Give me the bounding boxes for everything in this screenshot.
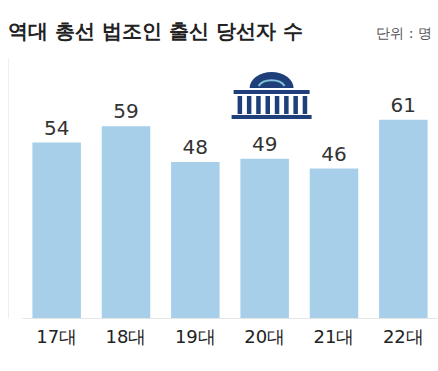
building-icon [232,72,312,119]
icon-column [275,96,280,114]
x-axis-line [23,318,438,319]
x-tick-label: 18대 [106,326,147,347]
x-tick: 18대 [106,318,147,347]
bar [310,169,359,319]
icon-column [238,96,243,114]
bar [171,162,220,318]
data-label: 48 [183,135,208,159]
x-tick: 20대 [244,318,285,347]
data-label: 59 [113,99,138,123]
x-tick: 21대 [314,318,355,347]
title: 역대 총선 법조인 출신 당선자 수 [8,19,303,43]
icon-column [247,96,252,114]
icon-roof [234,90,310,94]
icon-column [293,96,298,114]
x-tick-label: 21대 [314,326,355,347]
icon-dome [250,72,294,88]
x-tick-label: 22대 [383,326,424,347]
icon-base [232,115,312,119]
y-axis [8,59,9,319]
x-tick-label: 19대 [175,326,216,347]
icon-column [256,96,261,114]
bar [32,143,81,319]
data-label: 61 [391,93,416,117]
bar [379,120,428,318]
bar [102,126,151,318]
x-tick-label: 20대 [244,326,285,347]
data-labels: 54 59 48 49 46 61 [44,93,416,166]
data-label: 49 [252,132,277,156]
icon-dome-line [259,80,285,86]
subtitle: 단위 : 명 [376,25,432,41]
data-label: 46 [321,142,346,166]
x-tick: 19대 [175,318,216,347]
icon-column [266,96,271,114]
background [0,0,438,371]
bar [240,159,289,318]
chart: 역대 총선 법조인 출신 당선자 수단위 : 명54594849466117대1… [0,0,438,371]
x-tick: 17대 [36,318,77,347]
icon-column [303,96,308,114]
x-tick-label: 17대 [36,326,77,347]
data-label: 54 [44,116,69,140]
y-axis-line [8,59,9,319]
bars [32,120,427,318]
x-tick: 22대 [383,318,424,347]
x-axis: 17대 18대 19대 20대 21대 22대 [23,318,438,347]
icon-column [284,96,289,114]
